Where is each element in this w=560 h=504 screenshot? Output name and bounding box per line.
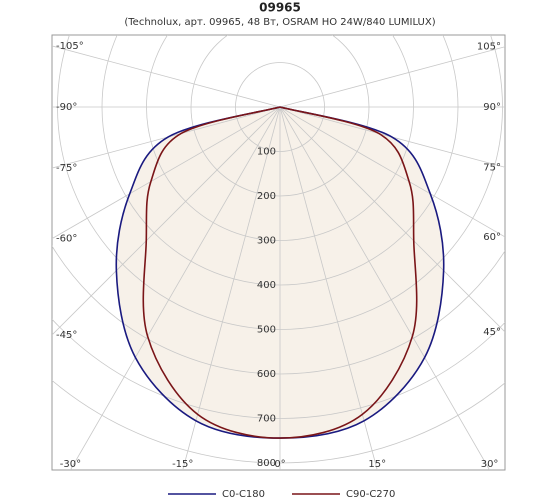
chart-subtitle: (Technolux, арт. 09965, 48 Вт, OSRAM HO … [124,17,435,28]
angle-label: 30° [481,459,499,470]
r-tick-label: 100 [257,147,276,158]
angle-label: -60° [56,234,77,245]
intensity-curve [142,106,418,439]
r-tick-label: 500 [257,325,276,336]
angle-label: -30° [60,459,81,470]
angle-label: 75° [483,162,501,173]
legend: C0-C180 C90-C270 [168,489,395,500]
r-tick-label: 600 [257,369,276,380]
r-tick-label: 700 [257,414,276,425]
r-tick-label: 800 [257,458,276,469]
angle-label: -90° [56,102,77,113]
r-tick-label: 300 [257,236,276,247]
angle-label: 60° [483,232,501,243]
grid-ray [279,106,505,333]
grid-ray [279,106,505,238]
grid-ray [182,106,281,470]
angle-label: 90° [483,102,501,113]
angle-label: 15° [368,459,386,470]
angle-label: 45° [483,327,501,338]
angle-label: -15° [172,459,193,470]
grid-ray [279,106,490,470]
angle-label: 0° [274,459,285,470]
legend-label: C0-C180 [222,489,265,500]
grid-ray [52,45,281,108]
labels: -105° -90° -75° -60° -45° -30° -15° 0° 15° 30° 45°… [56,41,501,470]
r-tick-label: 400 [257,280,276,291]
grid [52,35,505,470]
chart-title: 09965 [259,1,301,15]
curves [115,106,445,439]
angle-label: -105° [56,41,84,52]
grid-ray [70,106,281,470]
angle-label: -45° [56,330,77,341]
grid-ray [52,106,281,239]
grid-ray [52,106,281,336]
angle-label: 105° [477,42,501,53]
grid-ray [279,106,378,470]
legend-label: C90-C270 [346,489,395,500]
r-tick-label: 200 [257,191,276,202]
grid-ray [279,46,505,108]
angle-label: -75° [56,163,77,174]
